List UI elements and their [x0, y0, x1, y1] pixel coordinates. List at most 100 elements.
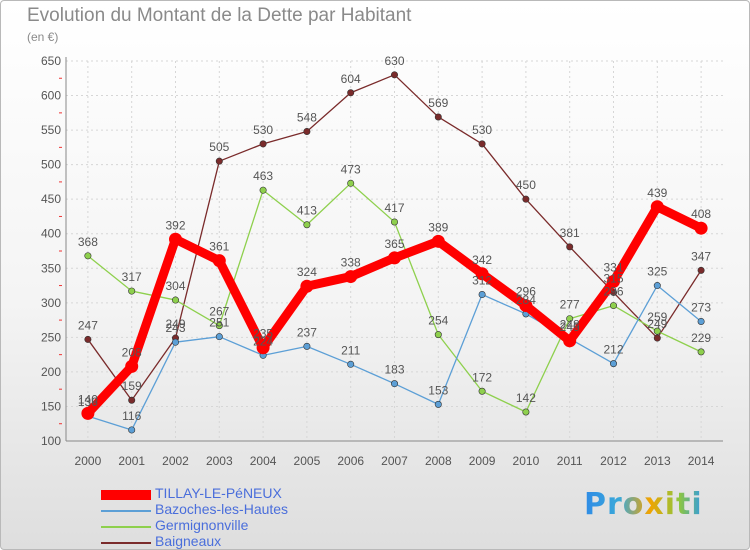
data-label: 296	[516, 285, 536, 299]
series-point	[566, 243, 574, 251]
data-label: 296	[603, 285, 623, 299]
series-point	[522, 195, 530, 203]
legend-label: Germignonville	[155, 517, 249, 533]
data-label: 248	[560, 318, 580, 332]
series-point	[434, 400, 442, 408]
series-point	[300, 279, 314, 293]
data-label: 473	[341, 162, 361, 176]
data-label: 136	[78, 395, 98, 409]
x-tick-label: 2007	[381, 454, 408, 468]
series-point	[694, 221, 708, 235]
data-label: 277	[560, 298, 580, 312]
data-label: 183	[384, 363, 404, 377]
series-point	[390, 71, 398, 79]
data-label: 342	[472, 253, 492, 267]
y-tick-label: 600	[41, 89, 61, 103]
chart-title: Evolution du Montant de la Dette par Hab…	[27, 5, 412, 26]
legend-swatch	[101, 510, 151, 512]
x-tick-label: 2006	[337, 454, 364, 468]
series-point	[125, 359, 139, 373]
y-tick-label: 100	[41, 434, 61, 448]
x-tick-label: 2014	[688, 454, 715, 468]
data-label: 259	[647, 310, 667, 324]
series-point	[347, 179, 355, 187]
data-label: 530	[472, 123, 492, 137]
series-point	[431, 234, 445, 248]
series-point	[169, 232, 182, 246]
y-tick-label: 650	[41, 54, 61, 68]
data-label: 245	[560, 320, 580, 334]
y-tick-label: 350	[41, 261, 61, 275]
legend-item-germignonville: Germignonville	[101, 517, 361, 534]
data-label: 116	[122, 409, 141, 423]
data-label: 172	[472, 370, 492, 384]
x-tick-label: 2011	[557, 454, 583, 468]
series-point	[81, 406, 95, 420]
data-label: 450	[516, 178, 536, 192]
series-point	[566, 315, 574, 323]
data-label: 417	[384, 201, 404, 215]
series-point	[475, 267, 489, 281]
data-label: 159	[122, 379, 142, 393]
series-point	[607, 274, 620, 288]
x-tick-label: 2001	[118, 454, 145, 468]
data-label: 325	[647, 265, 667, 279]
data-label: 569	[428, 96, 448, 110]
series-point	[519, 299, 533, 313]
series-point	[347, 360, 355, 368]
y-tick-label: 300	[41, 296, 61, 310]
x-tick-label: 2005	[294, 454, 321, 468]
series-point	[522, 408, 530, 416]
data-label: 505	[209, 140, 229, 154]
series-point	[697, 317, 705, 325]
series-point	[303, 127, 311, 135]
series-point	[653, 282, 661, 290]
data-label: 140	[78, 392, 98, 406]
series-point	[434, 113, 442, 121]
legend-item-baigneaux: Baigneaux	[101, 533, 361, 549]
series-point	[84, 252, 92, 260]
series-point	[650, 200, 664, 214]
series-point	[609, 360, 617, 368]
x-tick-label: 2012	[600, 454, 627, 468]
series-point	[172, 338, 180, 346]
data-label: 413	[297, 204, 317, 218]
data-label: 249	[647, 317, 667, 331]
legend-swatch	[101, 526, 151, 528]
series-point	[84, 335, 92, 343]
series-point	[609, 302, 617, 310]
chart-unit: (en €)	[27, 30, 59, 44]
series-point	[256, 341, 270, 355]
data-label: 389	[428, 220, 448, 234]
legend: TILLAY-LE-PéNEUX Bazoches-les-Hautes Ger…	[101, 485, 361, 549]
data-label: 235	[253, 327, 273, 341]
data-label: 249	[165, 317, 185, 331]
data-label: 208	[122, 345, 142, 359]
data-label: 312	[472, 274, 492, 288]
data-label: 463	[253, 169, 273, 183]
y-tick-label: 200	[41, 365, 61, 379]
series-point	[478, 387, 486, 395]
data-label: 392	[165, 218, 185, 232]
series-point	[390, 218, 398, 226]
series-point	[388, 251, 401, 265]
series-point	[215, 322, 223, 330]
data-label: 347	[691, 249, 711, 263]
data-label: 361	[209, 240, 229, 254]
data-label: 153	[428, 383, 448, 397]
legend-item-bazoches: Bazoches-les-Hautes	[101, 501, 361, 518]
x-tick-label: 2004	[250, 454, 277, 468]
data-label: 273	[691, 300, 711, 314]
x-tick-label: 2002	[162, 454, 189, 468]
x-tick-label: 2010	[513, 454, 540, 468]
series-point	[478, 291, 486, 299]
y-tick-label: 500	[41, 158, 61, 172]
data-label: 254	[428, 314, 448, 328]
data-label: 408	[691, 207, 711, 221]
series-point	[697, 348, 705, 356]
data-label: 284	[516, 293, 536, 307]
x-tick-label: 2000	[75, 454, 102, 468]
series-point	[303, 342, 311, 350]
